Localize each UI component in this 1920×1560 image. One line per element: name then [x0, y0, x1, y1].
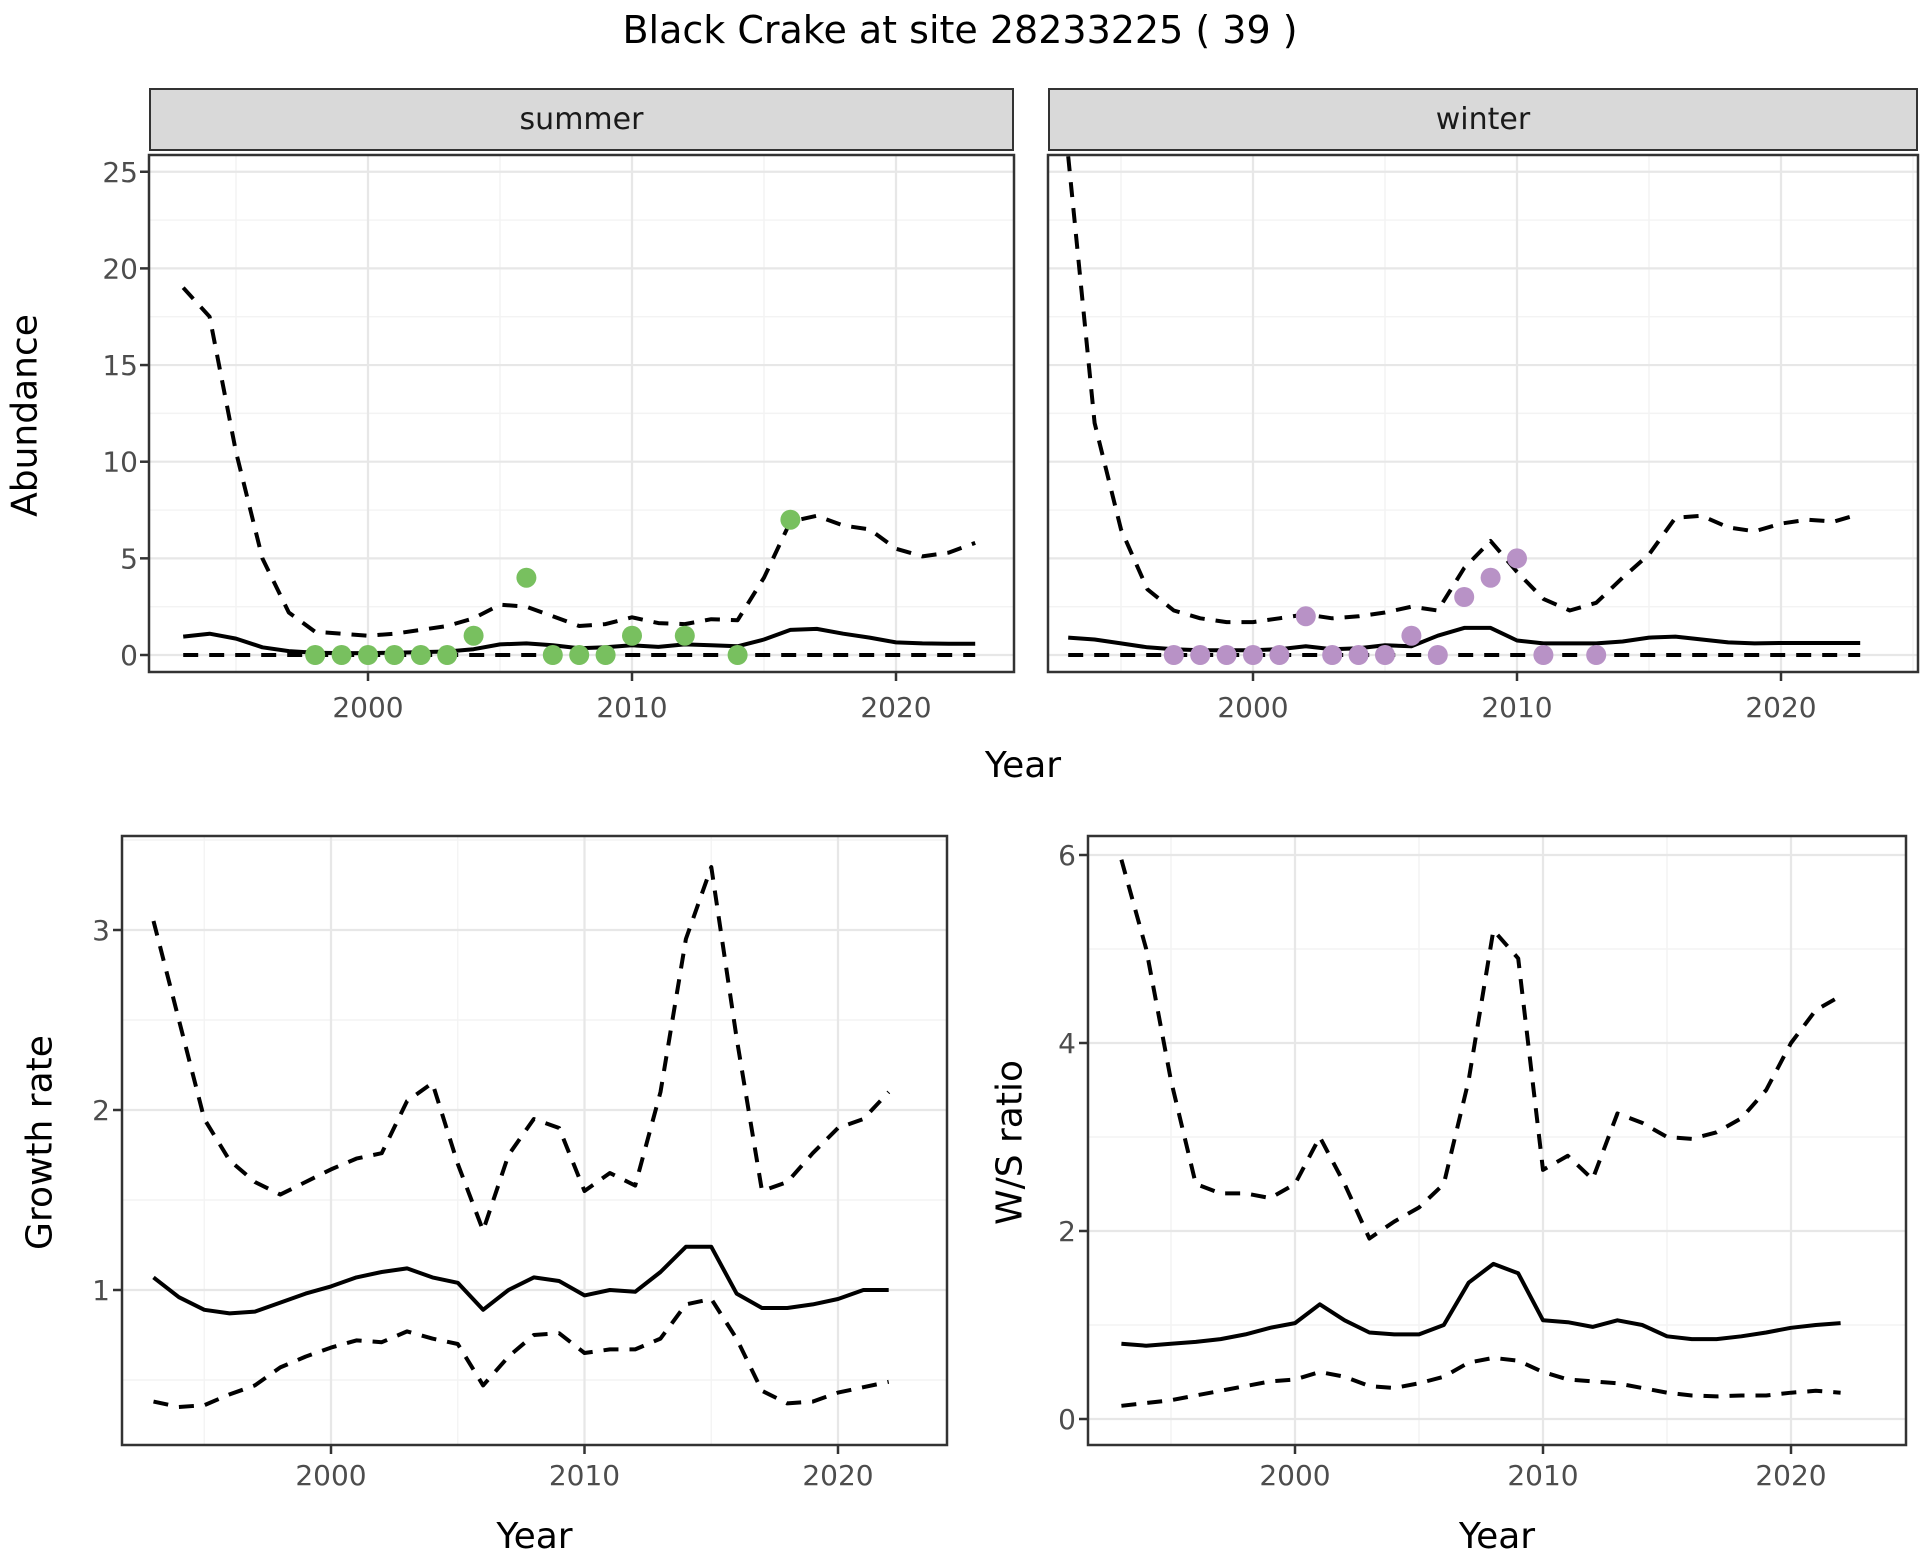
ws-ratio-axis-title: W/S ratio [989, 1059, 1031, 1226]
ws-year-axis-title: Year [1458, 1516, 1536, 1557]
figure-title: Black Crake at site 28233225 ( 39 ) [622, 8, 1298, 52]
panel-border [1086, 834, 1908, 1447]
observed-count-point [331, 645, 352, 665]
gridlines [1048, 155, 1918, 672]
observed-count-point [622, 625, 642, 646]
facet-strip-winter-label: winter [1435, 102, 1531, 137]
observed-count-point [1401, 625, 1422, 646]
observed-count-point [516, 567, 537, 588]
x-tick-label: 2020 [802, 1459, 873, 1492]
observed-count-point [1243, 645, 1263, 665]
facet-strip-winter: winter [1048, 88, 1918, 151]
y-tick-label: 5 [120, 542, 138, 575]
abundance-winter-points [1163, 548, 1607, 665]
abundance-axis-title: Abundance [4, 314, 46, 517]
y-tick-label: 10 [102, 446, 138, 479]
observed-count-point [569, 645, 590, 665]
x-tick-label: 2000 [332, 691, 403, 724]
y-tick-label: 2 [1058, 1215, 1076, 1248]
observed-count-point [595, 645, 616, 665]
observed-count-point [437, 645, 458, 665]
y-tick-label: 1 [92, 1274, 110, 1307]
panel-border [147, 153, 1016, 674]
axis-ticks: 2000 2010 2020 0 2 4 6 [1058, 839, 1826, 1492]
observed-count-point [1295, 606, 1316, 627]
observed-count-point [1454, 587, 1475, 607]
growth-rate-lower_ci-line [153, 1297, 890, 1409]
x-tick-label: 2010 [596, 691, 667, 724]
x-tick-label: 2000 [1259, 1459, 1330, 1492]
observed-count-point [358, 645, 378, 665]
observed-count-point [1427, 645, 1448, 665]
observed-count-point [1480, 567, 1501, 588]
observed-count-point [542, 645, 563, 665]
observed-count-point [1216, 645, 1237, 665]
series-lines [151, 865, 891, 1409]
x-tick-label: 2020 [1745, 691, 1816, 724]
axis-ticks: 2000 2010 2020 1 2 3 [92, 914, 873, 1492]
y-tick-label: 0 [120, 639, 138, 672]
abundance-winter-median-line [1068, 625, 1861, 653]
panel-border [120, 834, 949, 1447]
panel-growth-rate: 2000 2010 2020 1 2 3 [92, 834, 949, 1492]
observed-count-point [1163, 645, 1184, 665]
y-tick-label: 0 [1058, 1403, 1076, 1436]
observed-count-point [410, 645, 431, 665]
y-tick-label: 4 [1058, 1027, 1076, 1060]
growth-rate-upper_ci-line [151, 865, 891, 1233]
observed-count-point [780, 509, 801, 530]
y-tick-label: 25 [102, 156, 138, 189]
y-tick-label: 3 [92, 914, 110, 947]
observed-count-point [1375, 645, 1395, 665]
observed-count-point [305, 645, 326, 665]
x-tick-label: 2020 [860, 691, 931, 724]
growth-year-axis-title: Year [496, 1516, 573, 1557]
observed-count-point [1533, 645, 1554, 665]
series-lines [1119, 859, 1842, 1408]
gridlines [122, 836, 947, 1445]
axis-ticks: 2000 2010 2020 0 5 10 15 20 25 [102, 156, 931, 724]
series-lines [181, 286, 976, 657]
panel-ws-ratio: 2000 2010 2020 0 2 4 6 [1058, 834, 1908, 1492]
observed-count-point [1507, 548, 1527, 569]
observed-count-point [1348, 645, 1369, 665]
gridlines [1088, 836, 1906, 1445]
abundance-winter-upper_ci-line [1066, 156, 1861, 625]
x-tick-label: 2000 [295, 1459, 366, 1492]
panel-abundance-winter: 2000 2010 2020 [1046, 153, 1920, 724]
observed-count-point [1322, 645, 1343, 665]
series-lines [1066, 156, 1861, 657]
x-tick-label: 2010 [1507, 1459, 1578, 1492]
growth-rate-median-line [152, 1244, 889, 1316]
abundance-summer-upper_ci-line [181, 286, 976, 638]
observed-count-point [463, 625, 484, 646]
growth-rate-axis-title: Growth rate [19, 1035, 61, 1250]
observed-count-point [1190, 645, 1211, 665]
y-tick-label: 2 [92, 1094, 110, 1127]
observed-count-point [1586, 645, 1607, 665]
facet-strip-summer: summer [149, 88, 1014, 151]
top-year-axis-title: Year [984, 745, 1062, 786]
y-tick-label: 20 [102, 252, 138, 285]
y-tick-label: 15 [102, 349, 138, 382]
ws-ratio-median-line [1121, 1261, 1841, 1348]
facet-strip-summer-label: summer [519, 102, 644, 137]
panel-abundance-summer: 2000 2010 2020 0 5 10 15 20 25 [102, 153, 1016, 724]
observed-count-point [1269, 645, 1290, 665]
ws-ratio-upper_ci-line [1119, 859, 1842, 1241]
x-tick-label: 2010 [549, 1459, 620, 1492]
y-tick-label: 6 [1058, 839, 1076, 872]
observed-count-point [727, 645, 748, 665]
axis-ticks: 2000 2010 2020 [1217, 672, 1817, 724]
x-tick-label: 2020 [1755, 1459, 1826, 1492]
x-tick-label: 2010 [1481, 691, 1552, 724]
panel-border [1046, 153, 1920, 674]
ws-ratio-lower_ci-line [1121, 1355, 1841, 1408]
observed-count-point [674, 625, 695, 646]
abundance-summer-points [305, 509, 801, 665]
x-tick-label: 2000 [1217, 691, 1288, 724]
observed-count-point [384, 645, 405, 665]
